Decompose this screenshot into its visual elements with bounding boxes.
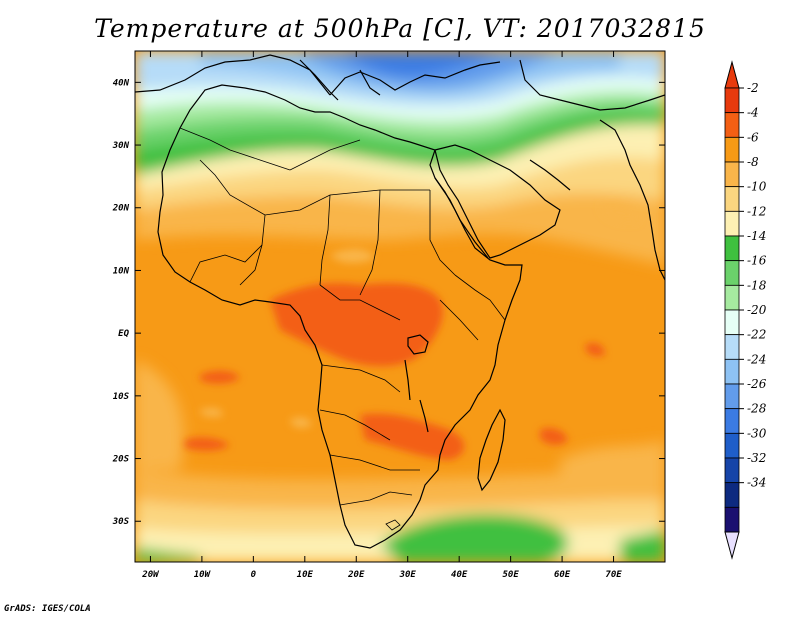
colorbar-bottom-arrow	[724, 531, 740, 560]
y-tick-label: 10S	[113, 392, 130, 402]
colorbar-swatch	[724, 383, 740, 410]
colorbar-swatch	[724, 309, 740, 336]
colorbar-label: -2	[747, 81, 759, 95]
y-tick-label: 10N	[113, 266, 130, 276]
y-tick-label: 30S	[112, 517, 130, 527]
colorbar-label: -10	[747, 180, 767, 194]
colorbar-label: -18	[747, 278, 767, 292]
colorbar-label: -22	[747, 328, 766, 342]
colorbar-label: -12	[747, 204, 766, 218]
chart-title: Temperature at 500hPa [C], VT: 201703281…	[94, 14, 706, 43]
colorbar-label: -32	[747, 451, 766, 465]
colorbar-label: -30	[747, 426, 767, 440]
colorbar-swatch	[724, 112, 740, 138]
colorbar-label: -16	[747, 254, 767, 268]
colorbar-top-arrow	[724, 60, 740, 89]
x-tick-label: 30E	[399, 570, 417, 580]
lake-victoria	[407, 334, 429, 355]
colorbar-swatch	[724, 334, 740, 360]
colorbar-label: -24	[747, 352, 766, 366]
colorbar-label: -8	[747, 155, 759, 169]
colorbar-swatch	[724, 186, 740, 212]
x-tick-label: 70E	[605, 570, 622, 580]
temperature-field	[135, 51, 665, 562]
y-tick-label: 20S	[112, 455, 130, 465]
plot-frame	[134, 50, 666, 563]
colorbar-label: -28	[747, 402, 767, 416]
colorbar-label: -14	[747, 229, 766, 243]
colorbar-label: -6	[747, 130, 759, 144]
x-tick-label: 40E	[451, 570, 468, 580]
madagascar-outline	[477, 408, 506, 492]
x-tick-label: 10E	[297, 570, 314, 580]
africa-coastline	[157, 84, 523, 549]
colorbar-label: -26	[747, 377, 767, 391]
colorbar-swatch	[724, 457, 740, 484]
arabia-outline	[434, 144, 561, 259]
y-axis: 40N 30N 20N 10N EQ 10S 20S 30S	[112, 78, 665, 527]
colorbar: -2 -4 -6 -8 -10 -12 -14 -16 -18 -20 -22 -24 -26 -28 -3…	[724, 60, 767, 560]
y-tick-label: 40N	[113, 78, 130, 88]
colorbar-swatch	[724, 506, 740, 533]
y-tick-label: 30N	[112, 141, 130, 151]
x-tick-label: 50E	[502, 570, 519, 580]
x-tick-label: 0	[251, 570, 257, 580]
colorbar-swatch	[724, 136, 740, 163]
x-axis: 20W 10W 0 10E 20E 30E 40E 50E 60E 70E	[141, 51, 622, 580]
y-tick-label: EQ	[118, 329, 129, 339]
x-tick-label: 20W	[141, 570, 160, 580]
y-tick-label: 20N	[112, 204, 130, 214]
x-tick-label: 10W	[194, 570, 212, 580]
colorbar-swatch	[724, 87, 740, 114]
colorbar-swatch	[724, 260, 740, 286]
colorbar-swatch	[724, 235, 740, 262]
colorbar-swatch	[724, 408, 740, 434]
colorbar-swatch	[724, 358, 740, 385]
europe-coastline	[135, 54, 501, 96]
colorbar-swatch	[724, 284, 740, 311]
x-tick-label: 60E	[554, 570, 571, 580]
colorbar-swatch	[724, 482, 740, 508]
coastlines	[135, 54, 665, 549]
credit-text: GrADS: IGES/COLA	[4, 604, 91, 614]
colorbar-swatch	[724, 161, 740, 188]
colorbar-swatch	[724, 210, 740, 237]
x-tick-label: 20E	[347, 570, 365, 580]
india-outline	[599, 119, 665, 281]
colorbar-label: -34	[747, 476, 766, 490]
colorbar-swatch	[724, 432, 740, 459]
colorbar-label: -4	[747, 106, 759, 120]
colorbar-label: -20	[747, 303, 767, 317]
country-borders	[179, 127, 506, 531]
